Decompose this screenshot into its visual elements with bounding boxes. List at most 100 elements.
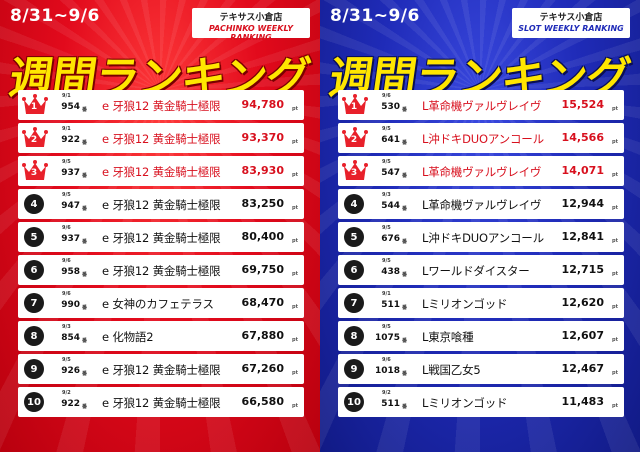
row-date: 9/1: [62, 93, 71, 99]
ban-label: 番: [402, 206, 408, 212]
pt-unit: pt: [612, 238, 618, 244]
rank-number: 2: [30, 135, 38, 145]
ban-label: 番: [402, 305, 408, 311]
rank-number: 2: [350, 135, 358, 145]
machine-number: 958: [61, 267, 80, 277]
crown-icon: 3: [342, 159, 368, 183]
payout-value: 12,715: [561, 263, 604, 276]
rank-number: 7: [24, 293, 44, 313]
machine-name: e 牙狼12 黄金騎士極限: [102, 363, 221, 377]
machine-number: 1018: [374, 366, 400, 376]
ban-label: 番: [82, 140, 88, 146]
ranking-row: 2 9/1 922 番 e 牙狼12 黄金騎士極限 93,370 pt: [18, 123, 304, 153]
ban-label: 番: [402, 173, 408, 179]
machine-number: 511: [381, 399, 400, 409]
machine-name: e 牙狼12 黄金騎士極限: [102, 396, 221, 410]
rank-number: 4: [24, 194, 44, 214]
rank-badge: 8: [22, 324, 46, 348]
machine-name: e 化物語2: [102, 330, 154, 344]
payout-value: 12,620: [561, 296, 604, 309]
ban-label: 番: [82, 173, 88, 179]
ranking-row: 10 9/2 922 番 e 牙狼12 黄金騎士極限 66,580 pt: [18, 387, 304, 417]
row-date: 9/6: [382, 357, 391, 363]
rank-badge: 4: [342, 192, 366, 216]
ranking-row: 5 9/5 676 番 L沖ドキDUOアンコール 12,841 pt: [338, 222, 624, 252]
payout-value: 66,580: [241, 395, 284, 408]
machine-name: L革命機ヴァルヴレイヴ: [422, 165, 542, 179]
payout-value: 12,467: [561, 362, 604, 375]
ranking-row: 4 9/5 947 番 e 牙狼12 黄金騎士極限 83,250 pt: [18, 189, 304, 219]
row-date: 9/5: [382, 126, 391, 132]
machine-number: 530: [381, 102, 400, 112]
machine-name: e 牙狼12 黄金騎士極限: [102, 132, 221, 146]
rank-number: 1: [30, 102, 38, 112]
slot-ranking-panel: 8/31~9/6 テキサス小倉店 SLOT WEEKLY RANKING 週間ラ…: [320, 0, 640, 452]
ban-label: 番: [402, 107, 408, 113]
crown-icon: 2: [22, 126, 48, 150]
payout-value: 83,250: [241, 197, 284, 210]
machine-name: e 牙狼12 黄金騎士極限: [102, 264, 221, 278]
ranking-row: 3 9/5 547 番 L革命機ヴァルヴレイヴ 14,071 pt: [338, 156, 624, 186]
machine-number: 1075: [374, 333, 400, 343]
rank-badge: 5: [22, 225, 46, 249]
row-date: 9/5: [382, 324, 391, 330]
machine-number: 641: [381, 135, 400, 145]
payout-value: 80,400: [241, 230, 284, 243]
pt-unit: pt: [292, 106, 298, 112]
ban-label: 番: [82, 272, 88, 278]
row-date: 9/5: [62, 357, 71, 363]
ranking-row: 7 9/6 990 番 e 女神のカフェテラス 68,470 pt: [18, 288, 304, 318]
machine-number: 854: [61, 333, 80, 343]
ranking-row: 4 9/3 544 番 L革命機ヴァルヴレイヴ 12,944 pt: [338, 189, 624, 219]
pt-unit: pt: [292, 304, 298, 310]
machine-name: e 牙狼12 黄金騎士極限: [102, 165, 221, 179]
ranking-row: 2 9/5 641 番 L沖ドキDUOアンコール 14,566 pt: [338, 123, 624, 153]
machine-name: L革命機ヴァルヴレイヴ: [422, 99, 542, 113]
machine-name: Lミリオンゴッド: [422, 297, 508, 311]
crown-icon: 1: [22, 93, 48, 117]
ban-label: 番: [402, 338, 408, 344]
pt-unit: pt: [292, 403, 298, 409]
row-date: 9/5: [62, 192, 71, 198]
machine-number: 954: [61, 102, 80, 112]
ranking-row: 10 9/2 511 番 Lミリオンゴッド 11,483 pt: [338, 387, 624, 417]
rank-number: 8: [24, 326, 44, 346]
rank-number: 3: [30, 168, 38, 178]
pt-unit: pt: [292, 139, 298, 145]
machine-number: 922: [61, 399, 80, 409]
row-date: 9/5: [382, 225, 391, 231]
pt-unit: pt: [292, 205, 298, 211]
pt-unit: pt: [612, 205, 618, 211]
ban-label: 番: [82, 404, 88, 410]
rank-number: 5: [344, 227, 364, 247]
ban-label: 番: [402, 140, 408, 146]
ban-label: 番: [82, 107, 88, 113]
payout-value: 69,750: [241, 263, 284, 276]
rank-number: 3: [350, 168, 358, 178]
machine-number: 547: [381, 168, 400, 178]
machine-number: 922: [61, 135, 80, 145]
rank-number: 5: [24, 227, 44, 247]
row-date: 9/2: [62, 390, 71, 396]
rank-badge: 9: [342, 357, 366, 381]
ranking-row: 9 9/5 926 番 e 牙狼12 黄金騎士極限 67,260 pt: [18, 354, 304, 384]
row-date: 9/2: [382, 390, 391, 396]
pt-unit: pt: [612, 106, 618, 112]
ban-label: 番: [402, 272, 408, 278]
rank-number: 10: [344, 392, 364, 412]
payout-value: 12,944: [561, 197, 604, 210]
payout-value: 67,880: [241, 329, 284, 342]
ranking-type: SLOT WEEKLY RANKING: [518, 24, 624, 33]
machine-name: e 女神のカフェテラス: [102, 297, 214, 311]
date-range: 8/31~9/6: [10, 6, 100, 26]
ranking-row: 6 9/6 958 番 e 牙狼12 黄金騎士極限 69,750 pt: [18, 255, 304, 285]
pt-unit: pt: [612, 271, 618, 277]
row-date: 9/5: [382, 159, 391, 165]
pt-unit: pt: [612, 304, 618, 310]
pachinko-ranking-panel: 8/31~9/6 テキサス小倉店 PACHINKO WEEKLY RANKING…: [0, 0, 320, 452]
payout-value: 93,370: [241, 131, 284, 144]
ranking-row: 3 9/5 937 番 e 牙狼12 黄金騎士極限 83,930 pt: [18, 156, 304, 186]
payout-value: 12,841: [561, 230, 604, 243]
payout-value: 12,607: [561, 329, 604, 342]
machine-name: e 牙狼12 黄金騎士極限: [102, 99, 221, 113]
